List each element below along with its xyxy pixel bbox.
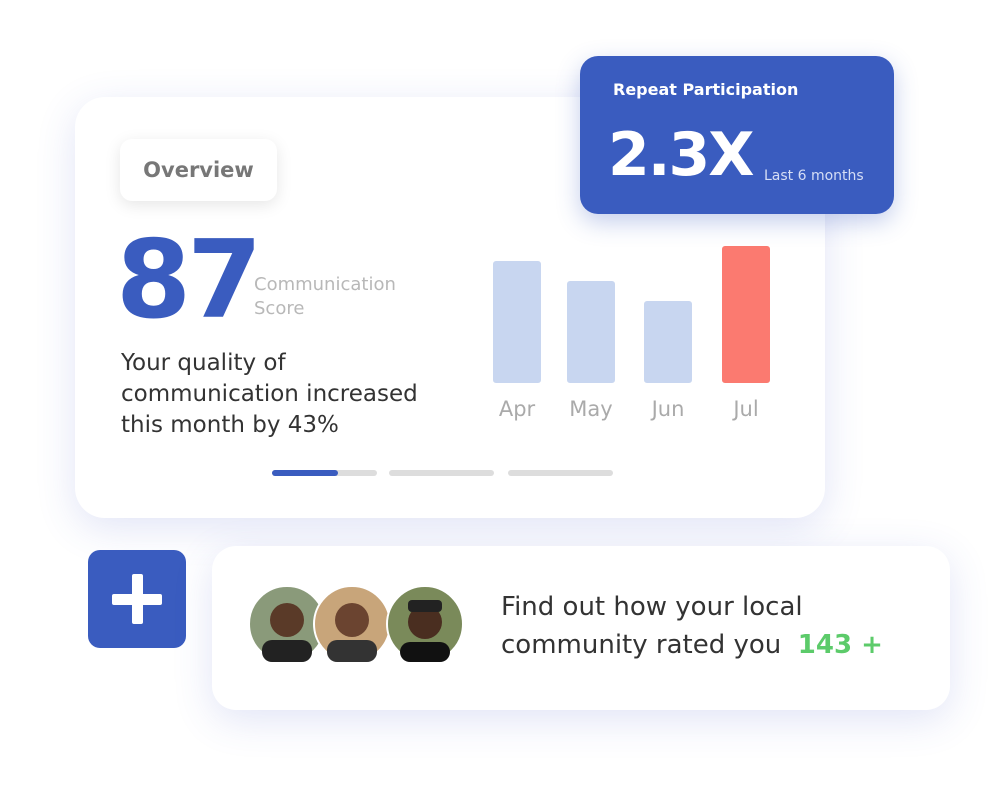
community-text: Find out how your local community rated … [501, 588, 901, 664]
x-tick-label: Apr [499, 397, 536, 421]
repeat-title: Repeat Participation [613, 80, 799, 99]
bar [722, 246, 770, 383]
community-message: Find out how your local community rated … [501, 592, 803, 660]
x-tick-label: May [569, 397, 612, 421]
page-indicator[interactable] [508, 470, 613, 476]
score-label: Communication Score [254, 274, 396, 319]
avatar [248, 585, 326, 663]
score: 87 [116, 218, 262, 343]
avatar [386, 585, 464, 663]
bar [644, 301, 692, 383]
plus-icon [112, 574, 162, 624]
x-tick-label: Jul [731, 397, 758, 421]
bar [567, 281, 615, 383]
overview-tab[interactable]: Overview [120, 139, 277, 201]
avatars [248, 585, 464, 663]
repeat-period: Last 6 months [764, 168, 864, 184]
bar [493, 261, 541, 383]
page-indicator[interactable] [389, 470, 494, 476]
add-button[interactable] [88, 550, 186, 648]
community-count[interactable]: 143 + [797, 630, 883, 660]
repeat-card [580, 56, 894, 214]
avatar [313, 585, 391, 663]
page-indicator-active [272, 470, 338, 476]
message: Your quality of communication increased … [121, 350, 418, 438]
repeat-value: 2.3X [608, 120, 755, 190]
x-tick-label: Jun [650, 397, 685, 421]
